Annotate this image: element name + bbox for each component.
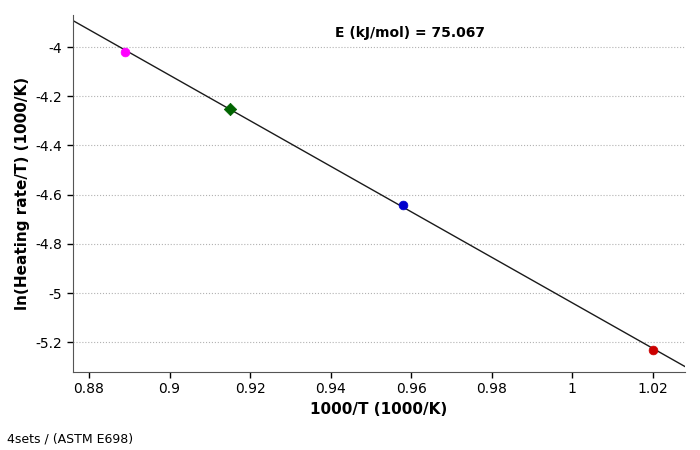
Point — [224, 105, 235, 112]
X-axis label: 1000/T (1000/K): 1000/T (1000/K) — [310, 402, 447, 417]
Y-axis label: ln(Heating rate/T) (1000/K): ln(Heating rate/T) (1000/K) — [15, 77, 30, 310]
Point — [648, 346, 659, 353]
Point — [120, 48, 131, 55]
Text: 4sets / (ASTM E698): 4sets / (ASTM E698) — [7, 432, 133, 446]
Text: E (kJ/mol) = 75.067: E (kJ/mol) = 75.067 — [335, 26, 484, 40]
Point — [398, 201, 409, 208]
